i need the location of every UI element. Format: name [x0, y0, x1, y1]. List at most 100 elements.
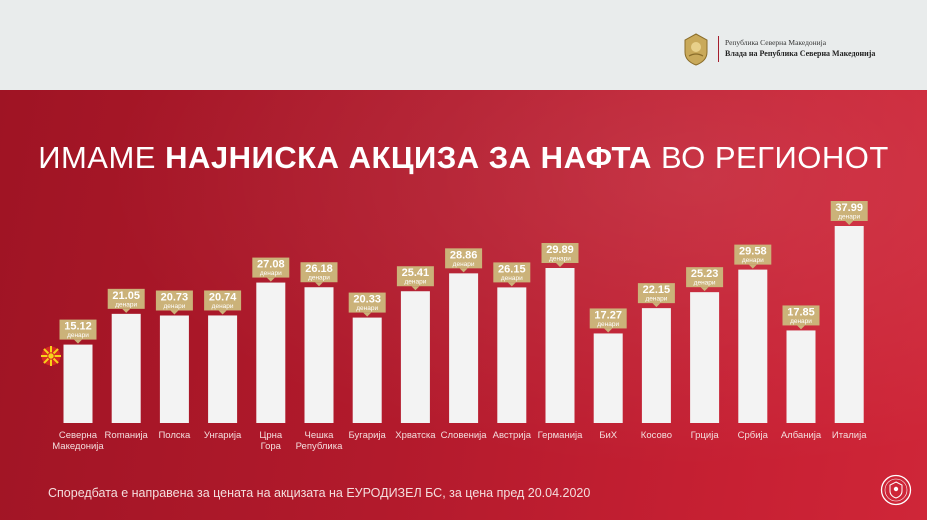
bar	[400, 291, 430, 423]
data-label-unit: денари	[790, 318, 812, 325]
bar	[159, 315, 189, 423]
value-label-pointer	[74, 339, 82, 344]
value-label-pointer	[459, 268, 468, 273]
value-label-box	[734, 244, 772, 265]
bar	[593, 333, 623, 423]
category-tick-label: Северна Македонија	[52, 430, 104, 452]
category-tick-label: БиХ	[599, 430, 618, 441]
data-label-unit: денари	[453, 261, 475, 268]
data-label-unit: денари	[356, 305, 378, 312]
value-label-box	[204, 290, 242, 311]
bar	[208, 315, 238, 423]
value-label-pointer	[797, 325, 805, 330]
value-label-box	[541, 243, 579, 264]
value-label-pointer	[266, 277, 275, 282]
bar	[545, 268, 575, 423]
value-label-pointer	[748, 264, 757, 269]
data-label: 17.85	[787, 306, 815, 318]
value-label-box	[155, 290, 193, 311]
value-label-box	[782, 305, 820, 326]
category-tick-label: Romaнија	[105, 430, 149, 441]
bar	[786, 330, 816, 423]
data-label-unit: денари	[212, 303, 234, 310]
data-label-unit: денари	[115, 301, 137, 308]
value-label-box	[445, 248, 483, 269]
value-label-pointer	[170, 310, 179, 315]
data-label: 20.33	[353, 294, 381, 306]
data-label-unit: денари	[597, 321, 619, 328]
data-label-unit: денари	[163, 303, 185, 310]
category-tick-label: Србија	[738, 430, 769, 441]
data-label-unit: денари	[694, 280, 716, 287]
value-label-box	[252, 257, 290, 278]
value-label-box	[686, 267, 724, 288]
data-label-unit: денари	[742, 257, 764, 264]
category-tick-label: Бугарија	[349, 430, 387, 441]
value-label-box	[396, 266, 434, 287]
category-tick-label: Унгарија	[204, 430, 242, 441]
value-label-pointer	[604, 328, 613, 333]
government-name-line2: Влада на Република Северна Македонија	[725, 49, 876, 58]
value-label-box	[830, 201, 868, 221]
government-seal-icon	[880, 474, 912, 506]
category-tick-label: Албанија	[781, 430, 822, 441]
value-label-box	[107, 288, 145, 309]
north-macedonia-flag-icon	[41, 346, 61, 366]
value-label-box	[348, 292, 386, 313]
data-label-unit: денари	[549, 256, 571, 263]
value-label-box	[637, 283, 675, 304]
category-tick-label: Чешка Република	[296, 430, 343, 452]
value-label-box	[589, 308, 627, 329]
category-tick-label: Словенија	[441, 430, 488, 441]
data-label: 17.27	[594, 309, 622, 321]
header-divider	[718, 36, 719, 62]
data-label: 28.86	[450, 249, 478, 261]
value-label-pointer	[700, 287, 709, 292]
value-label-pointer	[507, 282, 516, 287]
bar	[449, 273, 479, 423]
bar	[111, 313, 141, 423]
data-label-unit: денари	[838, 214, 860, 221]
value-label-pointer	[363, 312, 372, 317]
value-label-pointer	[556, 263, 564, 268]
data-label: 20.73	[161, 292, 189, 304]
headline-part3: ВО РЕГИОНОТ	[651, 140, 889, 175]
value-label-pointer	[218, 310, 227, 315]
bar	[63, 344, 93, 423]
headline: ИМАМЕ НАЈНИСКА АКЦИЗА ЗА НАФТА ВО РЕГИОН…	[0, 140, 927, 176]
data-label: 21.05	[112, 290, 140, 302]
value-label-pointer	[652, 303, 661, 308]
footnote: Споредбата е направена за цената на акци…	[48, 486, 591, 500]
category-tick-label: Грција	[691, 430, 720, 441]
category-tick-label: Хрватска	[395, 430, 436, 441]
data-label: 27.08	[257, 259, 285, 271]
data-label: 37.99	[835, 202, 863, 214]
data-label: 26.15	[498, 263, 526, 275]
data-label: 26.18	[305, 263, 333, 275]
data-label: 29.58	[739, 246, 767, 258]
value-label-pointer	[845, 221, 854, 225]
value-label-box	[59, 319, 97, 340]
government-name-line1: Република Северна Македонија	[725, 38, 827, 47]
bar	[738, 269, 768, 423]
bar	[497, 287, 527, 423]
category-tick-label: Косово	[641, 430, 672, 441]
data-label-unit: денари	[260, 270, 282, 277]
value-label-pointer	[122, 308, 131, 313]
data-label: 25.41	[402, 267, 430, 279]
bar	[352, 317, 382, 423]
data-label: 20.74	[209, 291, 237, 303]
government-emblem-icon	[684, 33, 708, 66]
value-label-pointer	[411, 286, 420, 291]
headline-part1: ИМАМЕ	[38, 140, 166, 175]
bar	[641, 308, 671, 423]
value-label-box	[493, 262, 531, 283]
headline-part2: НАЈНИСКА АКЦИЗА ЗА НАФТА	[165, 140, 652, 175]
data-label-unit: денари	[404, 279, 426, 286]
bar	[304, 287, 334, 423]
data-label-unit: денари	[308, 275, 330, 282]
category-tick-label: Германија	[538, 430, 584, 441]
data-label-unit: денари	[501, 275, 523, 282]
value-label-box	[300, 262, 338, 283]
